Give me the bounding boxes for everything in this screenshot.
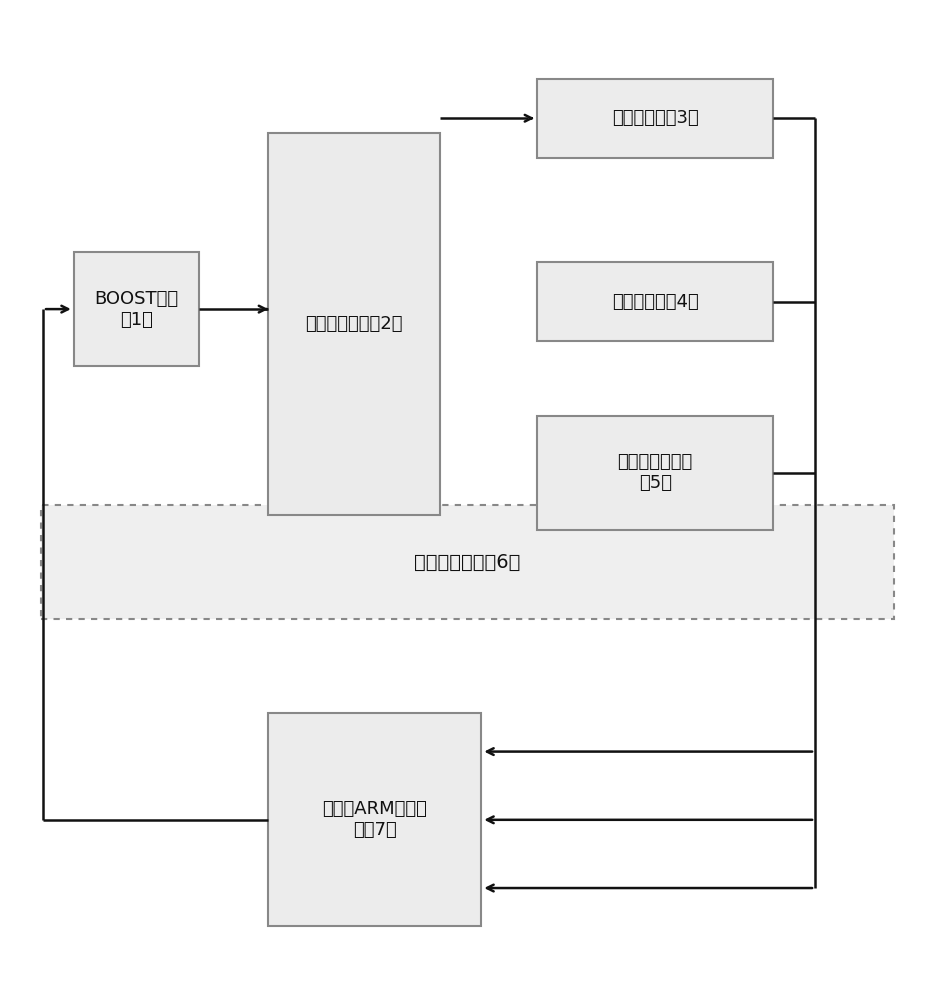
Bar <box>74 252 199 366</box>
Bar <box>268 713 482 926</box>
Bar <box>268 133 439 515</box>
Text: 嵌入式ARM微控制
器（7）: 嵌入式ARM微控制 器（7） <box>323 800 427 839</box>
Text: 电压检测器（3）: 电压检测器（3） <box>611 109 698 127</box>
Text: 光照强度检测器
（5）: 光照强度检测器 （5） <box>617 453 693 492</box>
Text: 温度检测器（4）: 温度检测器（4） <box>611 293 698 311</box>
Text: BOOST电路
（1）: BOOST电路 （1） <box>94 290 179 329</box>
Bar <box>537 79 773 158</box>
Bar <box>537 262 773 341</box>
Text: 光伏电池阵列（2）: 光伏电池阵列（2） <box>305 315 403 333</box>
Text: 共享通信网络（6）: 共享通信网络（6） <box>414 552 521 571</box>
Bar <box>41 505 894 619</box>
Bar <box>537 416 773 530</box>
